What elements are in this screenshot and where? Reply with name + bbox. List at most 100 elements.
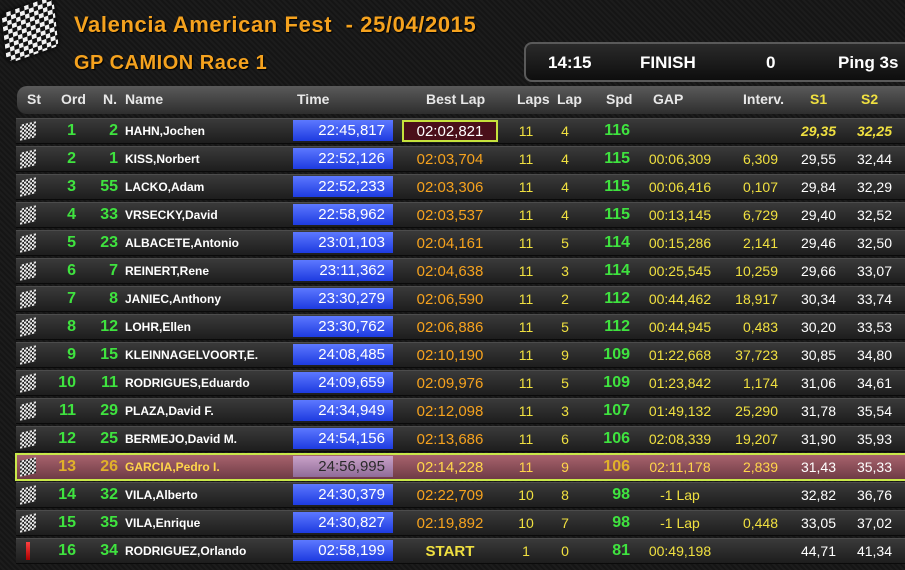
col-number: N. bbox=[103, 91, 117, 107]
table-row[interactable]: 1 2 HAHN,Jochen 22:45,817 02:02,821 11 4 116 29,… bbox=[16, 118, 905, 144]
col-interval: Interv. bbox=[743, 91, 784, 107]
position-cell: 14 bbox=[58, 486, 76, 503]
best-lap-cell: 02:06,590 bbox=[416, 291, 484, 308]
speed-cell: 112 bbox=[604, 318, 630, 335]
speed-cell: 109 bbox=[603, 374, 630, 391]
gap-cell: -1 Lap bbox=[660, 515, 700, 531]
car-number-cell: 23 bbox=[100, 234, 118, 251]
speed-cell: 107 bbox=[603, 402, 630, 419]
total-time-cell: 24:09,659 bbox=[293, 372, 393, 393]
driver-name-cell: BERMEJO,David M. bbox=[125, 432, 238, 446]
checkered-flag-logo-icon bbox=[1, 0, 59, 65]
gap-cell: 00:49,198 bbox=[648, 543, 712, 559]
gap-cell: 00:13,145 bbox=[648, 207, 712, 223]
table-row[interactable]: 15 35 VILA,Enrique 24:30,827 02:19,892 10 7 98 -… bbox=[16, 510, 905, 536]
sector2-cell: 33,74 bbox=[856, 291, 892, 307]
driver-name-cell: VILA,Alberto bbox=[125, 488, 198, 502]
speed-cell: 81 bbox=[612, 542, 630, 559]
interval-cell: 18,917 bbox=[735, 291, 778, 307]
driver-name-cell: ALBACETE,Antonio bbox=[125, 236, 239, 250]
checkered-flag-icon bbox=[20, 345, 36, 365]
best-lap-cell: 02:06,886 bbox=[416, 319, 484, 336]
sector2-cell: 32,44 bbox=[856, 151, 892, 167]
table-row[interactable]: 11 29 PLAZA,David F. 24:34,949 02:12,098 11 3 1… bbox=[16, 398, 905, 424]
lap-cell: 2 bbox=[561, 291, 569, 307]
table-row[interactable]: 2 1 KISS,Norbert 22:52,126 02:03,704 11 4 115 00… bbox=[16, 146, 905, 172]
laps-cell: 11 bbox=[518, 319, 534, 335]
total-time-cell: 23:01,103 bbox=[293, 232, 393, 253]
sector1-cell: 29,46 bbox=[800, 235, 836, 251]
best-lap-cell: 02:12,098 bbox=[416, 403, 484, 420]
driver-name-cell: HAHN,Jochen bbox=[125, 124, 206, 138]
checkered-flag-icon bbox=[20, 205, 36, 225]
laps-cell: 11 bbox=[518, 403, 534, 419]
table-row[interactable]: 9 15 KLEINNAGELVOORT,E. 24:08,485 02:10,190 1… bbox=[16, 342, 905, 368]
col-best-lap: Best Lap bbox=[426, 91, 486, 107]
total-time-cell: 23:30,762 bbox=[293, 316, 393, 337]
best-lap-cell: 02:03,306 bbox=[416, 179, 484, 196]
best-lap-cell: 02:02,821 bbox=[402, 120, 498, 142]
speed-cell: 115 bbox=[604, 150, 630, 167]
best-lap-cell: 02:04,161 bbox=[416, 235, 484, 252]
total-time-cell: 22:52,126 bbox=[293, 148, 393, 169]
speed-cell: 106 bbox=[603, 458, 630, 475]
total-time-cell: 22:58,962 bbox=[293, 204, 393, 225]
best-lap-cell: 02:19,892 bbox=[416, 515, 484, 532]
interval-cell: 6,729 bbox=[742, 207, 778, 223]
position-cell: 7 bbox=[67, 290, 76, 307]
gap-cell: 00:25,545 bbox=[648, 263, 712, 279]
best-lap-cell: 02:22,709 bbox=[416, 487, 484, 504]
position-cell: 16 bbox=[58, 542, 76, 559]
lap-cell: 0 bbox=[561, 543, 569, 559]
laps-cell: 10 bbox=[518, 515, 534, 531]
best-lap-cell: 02:03,704 bbox=[416, 151, 484, 168]
table-row[interactable]: 6 7 REINERT,Rene 23:11,362 02:04,638 11 3 114 00… bbox=[16, 258, 905, 284]
table-row[interactable]: 3 55 LACKO,Adam 22:52,233 02:03,306 11 4 115 00:… bbox=[16, 174, 905, 200]
car-number-cell: 32 bbox=[100, 486, 118, 503]
lap-cell: 4 bbox=[561, 151, 569, 167]
table-row[interactable]: 7 8 JANIEC,Anthony 23:30,279 02:06,590 11 2 112… bbox=[16, 286, 905, 312]
car-number-cell: 25 bbox=[100, 430, 118, 447]
sector1-cell: 33,05 bbox=[800, 515, 836, 531]
car-number-cell: 7 bbox=[109, 262, 118, 279]
table-row[interactable]: 10 11 RODRIGUES,Eduardo 24:09,659 02:09,976 1… bbox=[16, 370, 905, 396]
position-cell: 10 bbox=[58, 374, 76, 391]
table-row[interactable]: 16 34 RODRIGUEZ,Orlando 02:58,199 START 1 0 81 0… bbox=[16, 538, 905, 564]
interval-cell: 25,290 bbox=[735, 403, 778, 419]
column-header: St Ord N. Name Time Best Lap Laps Lap Sp… bbox=[17, 86, 905, 114]
checkered-flag-icon bbox=[20, 317, 36, 337]
session-state: FINISH bbox=[640, 53, 696, 72]
best-lap-cell: 02:09,976 bbox=[416, 375, 484, 392]
table-row[interactable]: 12 25 BERMEJO,David M. 24:54,156 02:13,686 11… bbox=[16, 426, 905, 452]
checkered-flag-icon bbox=[20, 121, 36, 141]
sector1-cell: 30,34 bbox=[800, 291, 836, 307]
laps-cell: 11 bbox=[518, 375, 534, 391]
speed-cell: 116 bbox=[604, 122, 630, 139]
total-time-cell: 24:30,827 bbox=[293, 512, 393, 533]
table-row[interactable]: 13 26 GARCIA,Pedro I. 24:56,995 02:14,228 11 9… bbox=[15, 453, 905, 481]
sector1-cell: 30,20 bbox=[800, 319, 836, 335]
checkered-flag-icon bbox=[20, 261, 36, 281]
gap-cell: 01:23,842 bbox=[648, 375, 712, 391]
position-cell: 3 bbox=[67, 178, 76, 195]
table-row[interactable]: 5 23 ALBACETE,Antonio 23:01,103 02:04,161 11 5… bbox=[16, 230, 905, 256]
laps-cell: 11 bbox=[518, 291, 534, 307]
driver-name-cell: RODRIGUEZ,Orlando bbox=[125, 544, 247, 558]
speed-cell: 98 bbox=[612, 486, 630, 503]
sector1-cell: 31,06 bbox=[800, 375, 836, 391]
interval-cell: 0,483 bbox=[742, 319, 778, 335]
lap-cell: 5 bbox=[561, 375, 569, 391]
table-row[interactable]: 14 32 VILA,Alberto 24:30,379 02:22,709 10 8 98 -… bbox=[16, 482, 905, 508]
checkered-flag-icon bbox=[20, 373, 36, 393]
interval-cell: 37,723 bbox=[735, 347, 778, 363]
best-lap-cell: 02:04,638 bbox=[416, 263, 484, 280]
checkered-flag-icon bbox=[20, 401, 36, 421]
sector2-cell: 41,34 bbox=[856, 543, 892, 559]
car-number-cell: 2 bbox=[109, 122, 118, 139]
checkered-flag-icon bbox=[20, 485, 36, 505]
table-row[interactable]: 4 33 VRSECKY,David 22:58,962 02:03,537 11 4 115… bbox=[16, 202, 905, 228]
driver-name-cell: RODRIGUES,Eduardo bbox=[125, 376, 250, 390]
lap-cell: 6 bbox=[561, 431, 569, 447]
best-lap-cell: 02:03,537 bbox=[416, 207, 484, 224]
table-row[interactable]: 8 12 LOHR,Ellen 23:30,762 02:06,886 11 5 112 00:… bbox=[16, 314, 905, 340]
